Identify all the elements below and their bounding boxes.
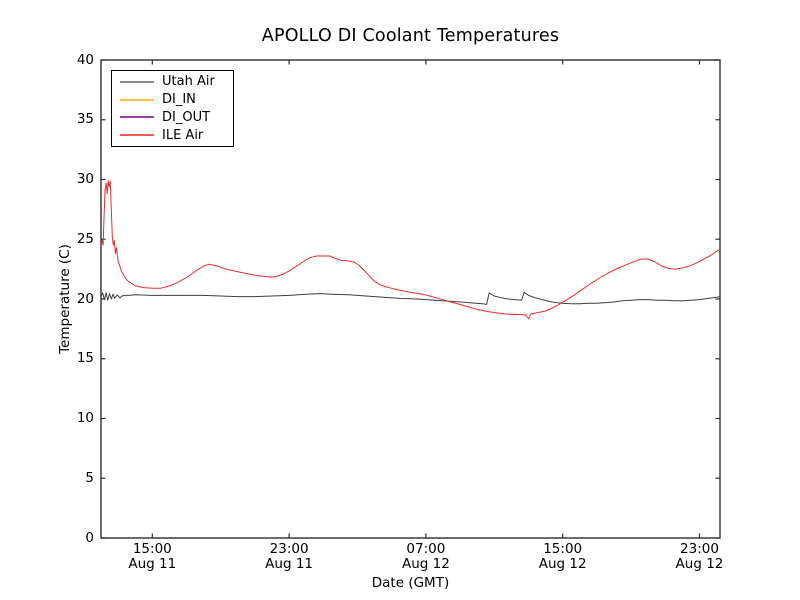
series-line-ile-air xyxy=(100,180,721,320)
legend-label: DI_IN xyxy=(162,92,196,108)
legend-label: Utah Air xyxy=(162,74,215,90)
x-tick-label: 15:00 Aug 11 xyxy=(112,542,192,572)
chart-title: APOLLO DI Coolant Temperatures xyxy=(261,26,560,46)
x-tick-time: 23:00 xyxy=(680,541,719,557)
x-tick-time: 15:00 xyxy=(543,541,583,557)
y-tick-label: 5 xyxy=(85,469,94,486)
x-tick-date: Aug 12 xyxy=(401,556,450,572)
legend-line-sample xyxy=(120,80,154,83)
y-tick-label: 0 xyxy=(85,529,94,546)
legend-item: DI_IN xyxy=(112,91,233,109)
x-tick-label: 07:00 Aug 12 xyxy=(386,542,466,572)
x-tick-label: 23:00 Aug 11 xyxy=(249,542,329,572)
legend-line-sample xyxy=(120,134,154,137)
legend-line-sample xyxy=(120,98,154,101)
legend-item: Utah Air xyxy=(112,73,233,91)
x-tick-time: 07:00 xyxy=(406,541,446,557)
legend-box: Utah Air DI_IN DI_OUT ILE Air xyxy=(111,70,234,147)
x-tick-date: Aug 11 xyxy=(128,556,177,572)
legend-item: DI_OUT xyxy=(112,109,233,127)
legend-item: ILE Air xyxy=(112,126,233,144)
y-tick-label: 30 xyxy=(76,171,94,187)
x-tick-date: Aug 12 xyxy=(675,556,724,572)
y-tick-label: 10 xyxy=(76,410,94,426)
y-axis-label: Temperature (C) xyxy=(57,244,73,354)
y-tick-label: 35 xyxy=(76,111,94,128)
y-tick-label: 25 xyxy=(76,230,94,247)
x-axis-label: Date (GMT) xyxy=(371,575,450,591)
x-tick-label: 15:00 Aug 12 xyxy=(523,542,603,572)
y-tick-label: 15 xyxy=(76,350,94,367)
x-tick-date: Aug 11 xyxy=(265,556,314,572)
legend-line-sample xyxy=(120,116,154,119)
x-tick-time: 23:00 xyxy=(269,541,309,557)
x-tick-time: 15:00 xyxy=(132,541,172,557)
series-line-utah-air xyxy=(100,291,721,305)
x-tick-label: 23:00 Aug 12 xyxy=(659,542,739,572)
legend-label: ILE Air xyxy=(162,127,204,143)
legend-label: DI_OUT xyxy=(162,109,211,125)
x-tick-date: Aug 12 xyxy=(538,556,587,572)
y-tick-label: 20 xyxy=(76,290,94,307)
y-tick-label: 40 xyxy=(76,51,94,68)
